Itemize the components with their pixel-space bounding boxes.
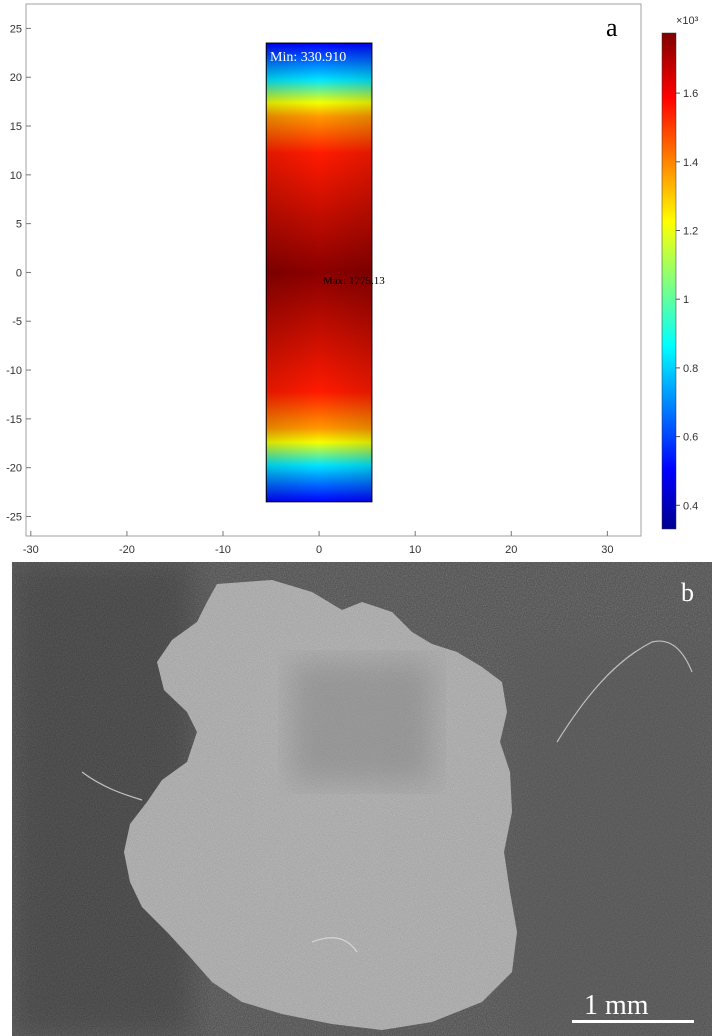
colorbar-tick-label: 1.4 [683,157,698,169]
y-tick-label: -15 [6,414,22,426]
max-label: Max: 1775.13 [323,275,385,287]
field-shading [266,43,372,502]
x-tick-label: -20 [119,544,135,556]
panel-letter-b: b [681,578,694,607]
colorbar-tick-label: 1.2 [683,226,698,238]
y-tick-label: 10 [10,170,22,182]
fiber-strand [81,771,143,801]
min-label: Min: 330.910 [270,50,346,65]
y-tick-label: -5 [12,316,22,328]
right-region [512,642,712,1036]
micrograph-panel: b 1 mm [12,562,712,1036]
y-tick-label: -10 [6,365,22,377]
y-tick-label: 25 [10,23,22,35]
light-region [124,580,517,1030]
temperature-plot: -30 -20 -10 0 10 20 30 25 20 15 10 5 0 -5 -10 -15 -20 -2… [6,3,699,556]
colorbar-tick-label: 1.6 [683,88,698,100]
colorbar-tick-label: 1 [683,294,689,306]
fiber-strand [556,640,693,743]
y-tick-label: -20 [6,463,22,475]
colorbar-tick-label: 0.6 [683,432,698,444]
x-tick-label: -10 [215,544,231,556]
colorbar-tick-label: 0.8 [683,363,698,375]
y-axis: 25 20 15 10 5 0 -5 -10 -15 -20 -25 [6,23,31,523]
colorbar-tick-label: 0.4 [683,500,698,512]
y-tick-label: 15 [10,121,22,133]
y-tick-label: -25 [6,511,22,523]
x-tick-label: 30 [601,544,613,556]
y-tick-label: 0 [16,267,22,279]
y-tick-label: 5 [16,219,22,231]
x-tick-label: 20 [505,544,517,556]
panel-letter-a: a [606,13,618,42]
colorbar [661,32,677,530]
x-tick-label: -30 [23,544,39,556]
x-tick-label: 10 [409,544,421,556]
scale-bar-label: 1 mm [584,990,649,1021]
fiber-strand [311,937,358,953]
colorbar-exponent: ×10³ [676,15,699,27]
x-tick-label: 0 [316,544,322,556]
colorbar-ticks: 0.4 0.6 0.8 1 1.2 1.4 1.6 [676,88,698,512]
scale-bar [572,1020,694,1023]
simulation-panel: -30 -20 -10 0 10 20 30 25 20 15 10 5 0 -5 -10 -15 -20 -2… [6,3,699,556]
y-tick-label: 20 [10,72,22,84]
x-axis: -30 -20 -10 0 10 20 30 [23,531,613,556]
sem-micrograph: b 1 mm [12,562,712,1036]
